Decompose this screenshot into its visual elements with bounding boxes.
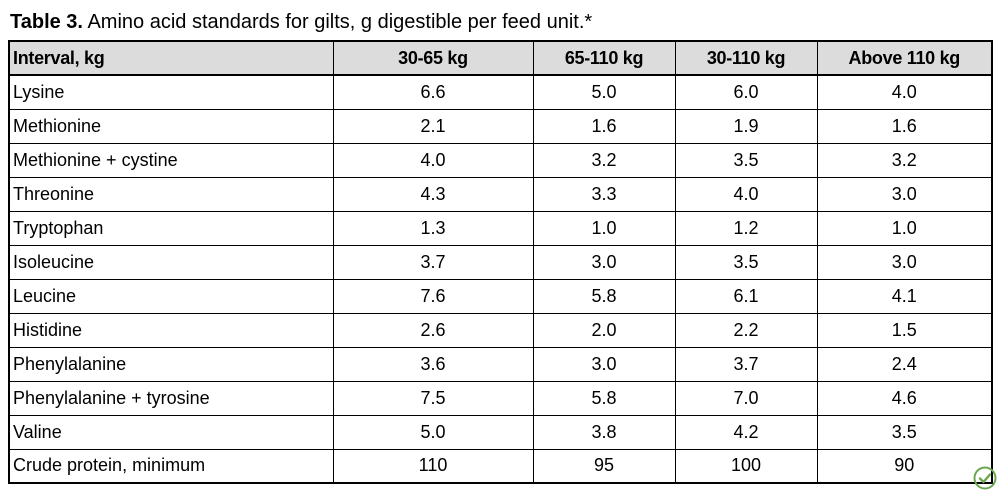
row-label: Phenylalanine xyxy=(8,346,334,382)
amino-acid-table: Interval, kg 30-65 kg 65-110 kg 30-110 k… xyxy=(8,40,993,484)
table-row: Histidine 2.6 2.0 2.2 1.5 xyxy=(8,312,993,348)
column-header: 30-65 kg xyxy=(332,40,534,76)
table-row: Valine 5.0 3.8 4.2 3.5 xyxy=(8,414,993,450)
table-number: Table 3. xyxy=(10,11,83,33)
table-cell: 4.1 xyxy=(816,278,993,314)
table-cell: 5.8 xyxy=(532,278,676,314)
table-cell: 3.5 xyxy=(816,414,993,450)
table-row: Methionine + cystine 4.0 3.2 3.5 3.2 xyxy=(8,142,993,178)
table-cell: 3.5 xyxy=(674,244,818,280)
table-cell: 3.0 xyxy=(816,176,993,212)
table-cell: 1.5 xyxy=(816,312,993,348)
table-cell: 3.6 xyxy=(332,346,534,382)
table-cell: 4.6 xyxy=(816,380,993,416)
table-cell: 1.0 xyxy=(532,210,676,246)
table-cell: 3.2 xyxy=(532,142,676,178)
table-cell: 1.3 xyxy=(332,210,534,246)
table-cell: 3.0 xyxy=(816,244,993,280)
column-header: 65-110 kg xyxy=(532,40,676,76)
table-cell: 90 xyxy=(816,448,993,484)
row-label: Threonine xyxy=(8,176,334,212)
table-caption-text: Amino acid standards for gilts, g digest… xyxy=(83,11,593,33)
table-cell: 7.5 xyxy=(332,380,534,416)
table-row: Lysine 6.6 5.0 6.0 4.0 xyxy=(8,74,993,110)
row-label: Isoleucine xyxy=(8,244,334,280)
table-caption: Table 3. Amino acid standards for gilts,… xyxy=(10,8,592,36)
table-cell: 2.4 xyxy=(816,346,993,382)
row-label: Histidine xyxy=(8,312,334,348)
row-label: Tryptophan xyxy=(8,210,334,246)
table-row: Phenylalanine 3.6 3.0 3.7 2.4 xyxy=(8,346,993,382)
table-cell: 3.5 xyxy=(674,142,818,178)
row-label: Lysine xyxy=(8,74,334,110)
table-cell: 3.3 xyxy=(532,176,676,212)
table-cell: 4.0 xyxy=(816,74,993,110)
table-cell: 5.0 xyxy=(532,74,676,110)
table-cell: 1.6 xyxy=(816,108,993,144)
table-cell: 1.0 xyxy=(816,210,993,246)
table-cell: 3.2 xyxy=(816,142,993,178)
table-cell: 3.0 xyxy=(532,244,676,280)
row-label: Methionine + cystine xyxy=(8,142,334,178)
row-label: Valine xyxy=(8,414,334,450)
table-cell: 6.1 xyxy=(674,278,818,314)
table-row: Crude protein, minimum 110 95 100 90 xyxy=(8,448,993,484)
table-cell: 7.0 xyxy=(674,380,818,416)
table-cell: 6.0 xyxy=(674,74,818,110)
table-cell: 1.9 xyxy=(674,108,818,144)
table-cell: 4.3 xyxy=(332,176,534,212)
row-label: Methionine xyxy=(8,108,334,144)
table-cell: 4.0 xyxy=(674,176,818,212)
table-body: Lysine 6.6 5.0 6.0 4.0 Methionine 2.1 1.6 1.9 1.6… xyxy=(8,74,993,484)
table-cell: 3.7 xyxy=(674,346,818,382)
row-label: Crude protein, minimum xyxy=(8,448,334,484)
table-row: Isoleucine 3.7 3.0 3.5 3.0 xyxy=(8,244,993,280)
row-label: Phenylalanine + tyrosine xyxy=(8,380,334,416)
table-row: Tryptophan 1.3 1.0 1.2 1.0 xyxy=(8,210,993,246)
table-cell: 95 xyxy=(532,448,676,484)
table-cell: 5.8 xyxy=(532,380,676,416)
check-leaf-icon xyxy=(973,466,997,490)
table-cell: 2.6 xyxy=(332,312,534,348)
column-header: Interval, kg xyxy=(8,40,334,76)
table-cell: 3.8 xyxy=(532,414,676,450)
table-cell: 100 xyxy=(674,448,818,484)
table-cell: 1.2 xyxy=(674,210,818,246)
table-cell: 1.6 xyxy=(532,108,676,144)
table-cell: 110 xyxy=(332,448,534,484)
table-row: Leucine 7.6 5.8 6.1 4.1 xyxy=(8,278,993,314)
table-cell: 2.0 xyxy=(532,312,676,348)
table-cell: 3.7 xyxy=(332,244,534,280)
table-cell: 6.6 xyxy=(332,74,534,110)
row-label: Leucine xyxy=(8,278,334,314)
table-cell: 7.6 xyxy=(332,278,534,314)
table-cell: 4.2 xyxy=(674,414,818,450)
column-header: 30-110 kg xyxy=(674,40,818,76)
column-header: Above 110 kg xyxy=(816,40,993,76)
table-cell: 4.0 xyxy=(332,142,534,178)
table-row: Threonine 4.3 3.3 4.0 3.0 xyxy=(8,176,993,212)
table-row: Phenylalanine + tyrosine 7.5 5.8 7.0 4.6 xyxy=(8,380,993,416)
header-row: Interval, kg 30-65 kg 65-110 kg 30-110 k… xyxy=(8,40,993,76)
table-cell: 2.2 xyxy=(674,312,818,348)
table-cell: 2.1 xyxy=(332,108,534,144)
table-cell: 5.0 xyxy=(332,414,534,450)
table-cell: 3.0 xyxy=(532,346,676,382)
table-row: Methionine 2.1 1.6 1.9 1.6 xyxy=(8,108,993,144)
